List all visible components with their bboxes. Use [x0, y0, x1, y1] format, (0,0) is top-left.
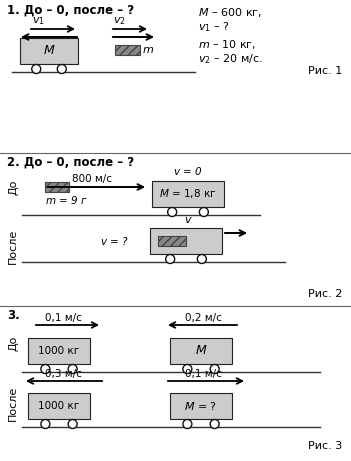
Circle shape: [183, 420, 192, 429]
Text: $v_1$ – ?: $v_1$ – ?: [198, 20, 230, 34]
Text: 2. До – 0, после – ?: 2. До – 0, после – ?: [7, 156, 134, 169]
Circle shape: [210, 420, 219, 429]
Text: $M$ – 600 кг,: $M$ – 600 кг,: [198, 6, 262, 19]
Text: 0,1 м/с: 0,1 м/с: [45, 313, 81, 323]
Circle shape: [183, 365, 192, 373]
Text: 800 м/с: 800 м/с: [72, 174, 112, 184]
Circle shape: [210, 365, 219, 373]
Text: Рис. 1: Рис. 1: [308, 66, 342, 76]
Bar: [170, 338, 232, 364]
Text: 0,3 м/с: 0,3 м/с: [45, 369, 81, 379]
Bar: [20, 38, 78, 64]
Text: После: После: [8, 228, 18, 264]
Bar: [152, 181, 224, 207]
Text: 3.: 3.: [7, 309, 20, 322]
Text: До: До: [8, 179, 18, 195]
Text: До: До: [8, 335, 18, 351]
Text: 0,1 м/с: 0,1 м/с: [185, 369, 221, 379]
Bar: [150, 228, 222, 254]
Bar: [158, 236, 186, 246]
Text: $m$ – 10 кг,: $m$ – 10 кг,: [198, 38, 256, 51]
Text: $v_1$: $v_1$: [32, 15, 45, 27]
Circle shape: [41, 365, 50, 373]
Text: 1000 кг: 1000 кг: [38, 346, 80, 356]
Text: $v_2$ – 20 м/с.: $v_2$ – 20 м/с.: [198, 52, 263, 66]
Circle shape: [68, 420, 77, 429]
Circle shape: [197, 254, 206, 264]
Text: 0,2 м/с: 0,2 м/с: [185, 313, 221, 323]
Bar: [28, 338, 90, 364]
Bar: [115, 45, 140, 55]
Text: $v$ = 0: $v$ = 0: [173, 165, 203, 177]
Circle shape: [57, 65, 66, 73]
Text: Рис. 3: Рис. 3: [308, 441, 342, 451]
Bar: [45, 182, 69, 192]
Text: $M$ = ?: $M$ = ?: [184, 400, 218, 412]
Circle shape: [41, 420, 50, 429]
Circle shape: [166, 254, 175, 264]
Circle shape: [32, 65, 41, 73]
Text: $M$: $M$: [195, 344, 207, 357]
Text: $v$ = ?: $v$ = ?: [100, 235, 129, 247]
Text: $v_2$: $v_2$: [113, 15, 126, 27]
Text: $M$ = 1,8 кг: $M$ = 1,8 кг: [159, 188, 217, 201]
Text: Рис. 2: Рис. 2: [307, 289, 342, 299]
Circle shape: [199, 207, 208, 217]
Bar: [28, 393, 90, 419]
Text: После: После: [8, 385, 18, 420]
Text: $m$: $m$: [142, 45, 154, 55]
Bar: [170, 393, 232, 419]
Circle shape: [168, 207, 177, 217]
Circle shape: [68, 365, 77, 373]
Text: $M$: $M$: [43, 45, 55, 58]
Text: 1000 кг: 1000 кг: [38, 401, 80, 411]
Text: 1. До – 0, после – ?: 1. До – 0, после – ?: [7, 4, 134, 17]
Text: $m$ = 9 г: $m$ = 9 г: [45, 194, 88, 206]
Text: $v$: $v$: [184, 215, 192, 225]
